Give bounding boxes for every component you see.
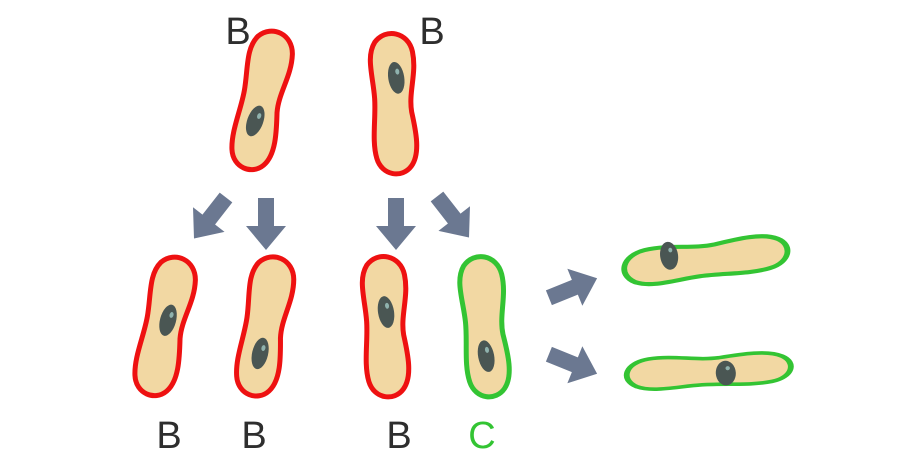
variant-cell-upper — [621, 225, 790, 289]
daughter-cell-2 — [233, 254, 297, 399]
label-child-3: B — [386, 415, 411, 457]
arrow-down-icon — [376, 198, 416, 250]
parent-cell-right — [367, 32, 422, 175]
arrow-right-icon — [541, 335, 605, 393]
daughter-cell-1 — [131, 253, 200, 399]
arrow-down-right-icon — [421, 184, 485, 250]
variant-cell-lower — [626, 349, 792, 393]
arrow-down-left-icon — [178, 185, 242, 251]
parent-cell-left — [228, 27, 297, 173]
daughter-cell-4-variant — [455, 254, 514, 398]
daughter-cell-3 — [359, 255, 414, 398]
label-child-2: B — [241, 415, 266, 457]
arrow-down-icon — [246, 198, 286, 250]
label-child-4-variant: C — [468, 415, 495, 457]
label-parent-right: B — [419, 11, 444, 53]
label-child-1: B — [156, 415, 181, 457]
label-parent-left: B — [225, 11, 250, 53]
arrow-right-icon — [541, 259, 605, 317]
